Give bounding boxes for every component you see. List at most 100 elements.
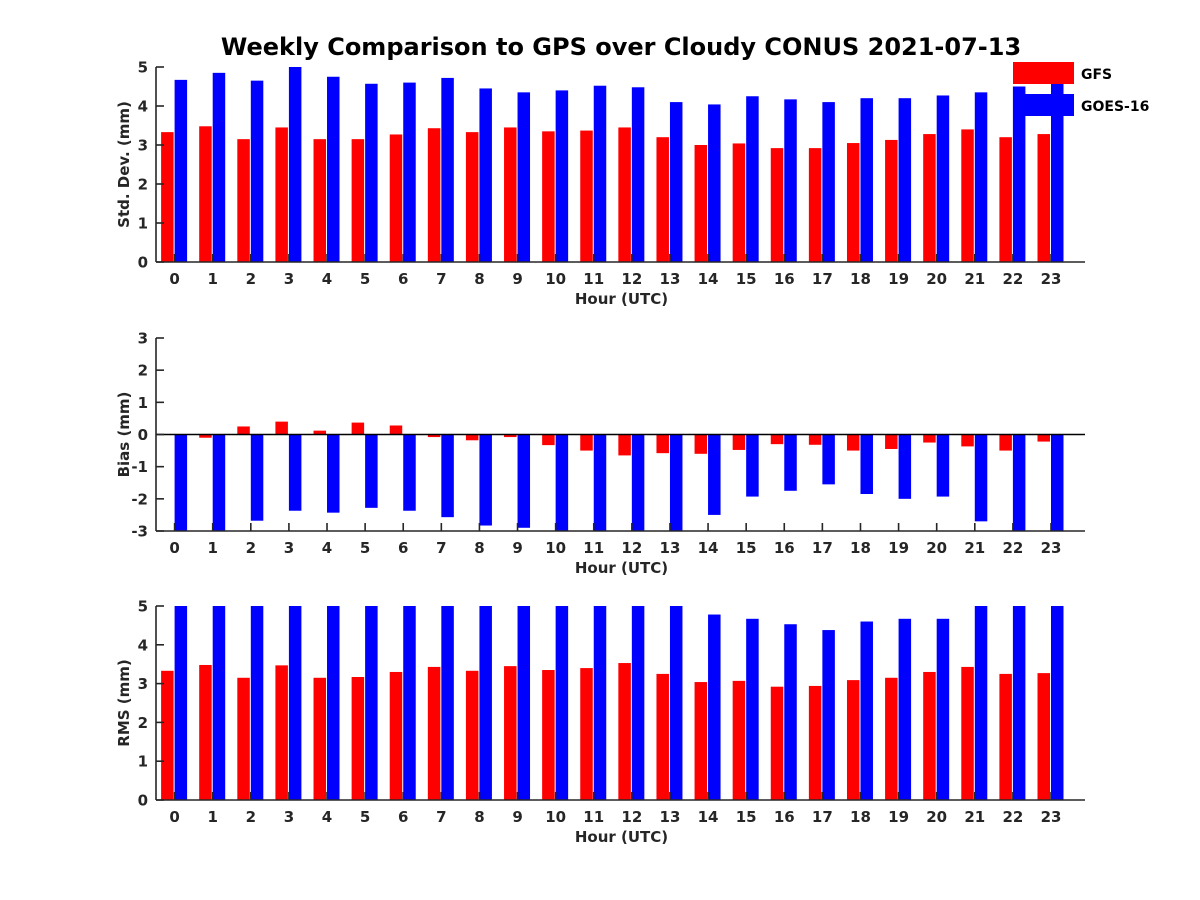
- bar-gfs-hour-13: [656, 673, 669, 800]
- bar-gfs-hour-9: [504, 666, 517, 800]
- bar-goes-16-hour-10: [555, 606, 569, 800]
- x-tick-label: 15: [736, 808, 757, 826]
- bar-gfs-hour-3: [275, 421, 288, 435]
- bar-gfs-hour-21: [961, 666, 974, 800]
- y-tick-label: -1: [131, 458, 148, 476]
- bar-gfs-hour-16: [770, 434, 784, 445]
- bar-gfs-hour-3: [275, 665, 288, 800]
- bar-gfs-hour-15: [732, 434, 746, 450]
- bar-gfs-hour-0: [161, 132, 174, 262]
- bar-goes-16-hour-1: [212, 606, 226, 800]
- x-tick-label: 14: [698, 270, 719, 288]
- bar-goes-16-hour-20: [936, 95, 950, 262]
- bar-goes-16-hour-19: [898, 618, 912, 800]
- bar-goes-16-hour-3: [288, 434, 302, 511]
- bar-goes-16-hour-18: [860, 434, 873, 495]
- x-tick-label: 8: [474, 270, 484, 288]
- bar-gfs-hour-18: [846, 434, 860, 451]
- bar-gfs-hour-14: [694, 145, 708, 262]
- x-tick-label: 0: [169, 539, 179, 557]
- bar-goes-16-hour-9: [517, 434, 531, 528]
- bar-goes-16-hour-22: [1012, 606, 1026, 800]
- bar-goes-16-hour-10: [555, 90, 569, 263]
- bar-goes-16-hour-11: [593, 434, 607, 531]
- bar-gfs-hour-5: [351, 139, 365, 262]
- x-tick-label: 21: [964, 539, 985, 557]
- x-tick-label: 2: [246, 808, 256, 826]
- bar-gfs-hour-15: [732, 680, 746, 800]
- x-tick-label: 2: [246, 539, 256, 557]
- x-tick-label: 19: [888, 808, 909, 826]
- y-tick-label: 0: [138, 792, 148, 810]
- x-tick-label: 10: [545, 539, 566, 557]
- bar-gfs-hour-21: [961, 129, 974, 262]
- x-tick-label: 15: [736, 270, 757, 288]
- bar-gfs-hour-10: [542, 434, 555, 446]
- x-tick-label: 21: [964, 270, 985, 288]
- bar-gfs-hour-16: [770, 148, 784, 262]
- x-tick-label: 16: [774, 270, 795, 288]
- bar-gfs-hour-22: [999, 434, 1012, 451]
- bar-goes-16-hour-16: [784, 99, 797, 263]
- x-tick-label: 1: [207, 808, 217, 826]
- bar-gfs-hour-23: [1037, 434, 1050, 442]
- x-tick-label: 13: [660, 539, 681, 557]
- bar-gfs-hour-9: [504, 434, 517, 438]
- bar-goes-16-hour-4: [327, 434, 340, 513]
- x-tick-label: 12: [621, 270, 642, 288]
- x-tick-label: 8: [474, 808, 484, 826]
- bar-goes-16-hour-17: [822, 630, 835, 800]
- x-tick-label: 22: [1002, 808, 1023, 826]
- bar-goes-16-hour-14: [708, 614, 721, 800]
- x-tick-label: 20: [926, 270, 947, 288]
- y-tick-label: 5: [138, 59, 148, 77]
- bar-gfs-hour-5: [351, 677, 365, 800]
- x-tick-label: 22: [1002, 270, 1023, 288]
- x-tick-label: 22: [1002, 539, 1023, 557]
- bar-goes-16-hour-22: [1012, 434, 1026, 531]
- bar-goes-16-hour-2: [250, 606, 264, 800]
- bar-goes-16-hour-14: [708, 104, 721, 262]
- x-tick-label: 12: [621, 808, 642, 826]
- bar-goes-16-hour-6: [403, 82, 416, 262]
- bar-gfs-hour-19: [885, 139, 898, 262]
- x-tick-label: 19: [888, 270, 909, 288]
- legend: GFS GOES-16: [1013, 62, 1149, 116]
- x-tick-label: 23: [1041, 808, 1062, 826]
- bar-goes-16-hour-14: [708, 434, 721, 515]
- x-tick-label: 3: [284, 539, 294, 557]
- bar-goes-16-hour-10: [555, 434, 569, 531]
- bar-gfs-hour-1: [199, 434, 212, 438]
- x-tick-label: 10: [545, 808, 566, 826]
- bar-gfs-hour-21: [961, 434, 974, 447]
- bar-gfs-hour-4: [313, 430, 327, 435]
- x-tick-label: 1: [207, 539, 217, 557]
- bar-goes-16-hour-13: [669, 434, 683, 531]
- x-tick-label: 23: [1041, 539, 1062, 557]
- bar-goes-16-hour-11: [593, 85, 607, 262]
- bar-gfs-hour-12: [618, 663, 631, 800]
- bar-gfs-hour-19: [885, 677, 898, 800]
- bar-goes-16-hour-2: [250, 80, 264, 263]
- y-tick-label: 4: [138, 98, 148, 116]
- x-tick-label: 5: [360, 270, 370, 288]
- bar-gfs-hour-9: [504, 127, 517, 262]
- y-axis-label: Bias (mm): [115, 392, 133, 478]
- bar-gfs-hour-6: [389, 134, 403, 262]
- bar-gfs-hour-10: [542, 131, 555, 262]
- bar-gfs-hour-2: [237, 426, 250, 435]
- bar-gfs-hour-18: [846, 143, 860, 262]
- bar-goes-16-hour-2: [250, 434, 264, 521]
- x-tick-label: 16: [774, 539, 795, 557]
- y-tick-label: 1: [138, 753, 148, 771]
- bar-goes-16-hour-19: [898, 434, 912, 499]
- y-tick-label: 4: [138, 636, 148, 654]
- x-tick-label: 11: [583, 270, 604, 288]
- bar-goes-16-hour-23: [1051, 81, 1064, 262]
- bar-gfs-hour-4: [313, 139, 327, 262]
- bar-goes-16-hour-1: [212, 434, 226, 531]
- bar-gfs-hour-20: [923, 671, 936, 800]
- bar-gfs-hour-7: [427, 666, 441, 800]
